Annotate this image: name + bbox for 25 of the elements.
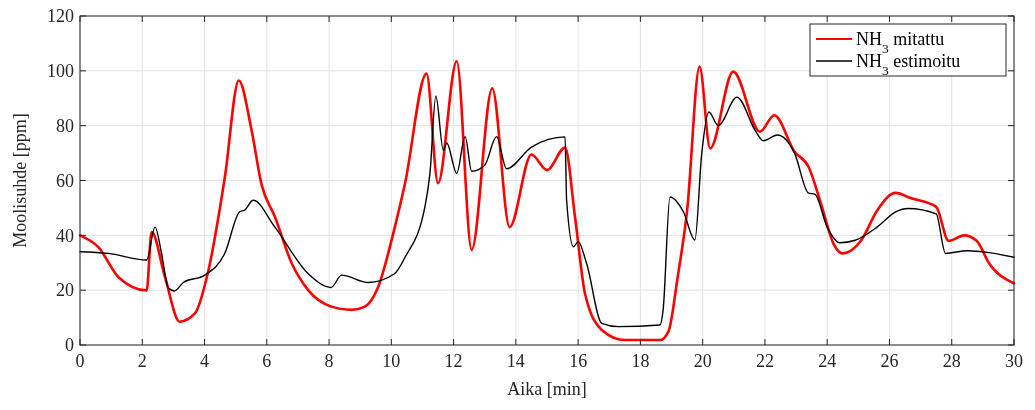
- x-tick-label: 12: [444, 351, 463, 371]
- x-tick-label: 10: [382, 351, 401, 371]
- y-tick-label: 60: [56, 170, 74, 191]
- x-tick-label: 6: [262, 351, 272, 371]
- x-tick-label: 4: [200, 351, 210, 371]
- x-tick-label: 28: [942, 351, 961, 371]
- y-tick-label: 40: [56, 225, 74, 246]
- x-axis-title: Aika [min]: [507, 379, 587, 399]
- x-tick-label: 26: [880, 351, 899, 371]
- y-tick-label: 80: [56, 115, 74, 136]
- x-tick-label: 8: [324, 351, 334, 371]
- x-tick-label: 30: [1005, 351, 1023, 371]
- y-axis-title: Moolisuhde [ppm]: [10, 113, 30, 248]
- x-tick-label: 18: [631, 351, 650, 371]
- x-tick-label: 20: [693, 351, 712, 371]
- y-tick-label: 0: [65, 335, 74, 356]
- x-tick-label: 2: [137, 351, 147, 371]
- x-tick-label: 22: [755, 351, 774, 371]
- x-tick-label: 14: [506, 351, 525, 371]
- x-tick-label: 24: [818, 351, 837, 371]
- x-tick-label: 16: [569, 351, 588, 371]
- y-tick-label: 120: [47, 6, 74, 27]
- y-tick-label: 100: [47, 61, 74, 82]
- line-series: [79, 95, 1015, 328]
- y-tick-label: 20: [56, 280, 74, 301]
